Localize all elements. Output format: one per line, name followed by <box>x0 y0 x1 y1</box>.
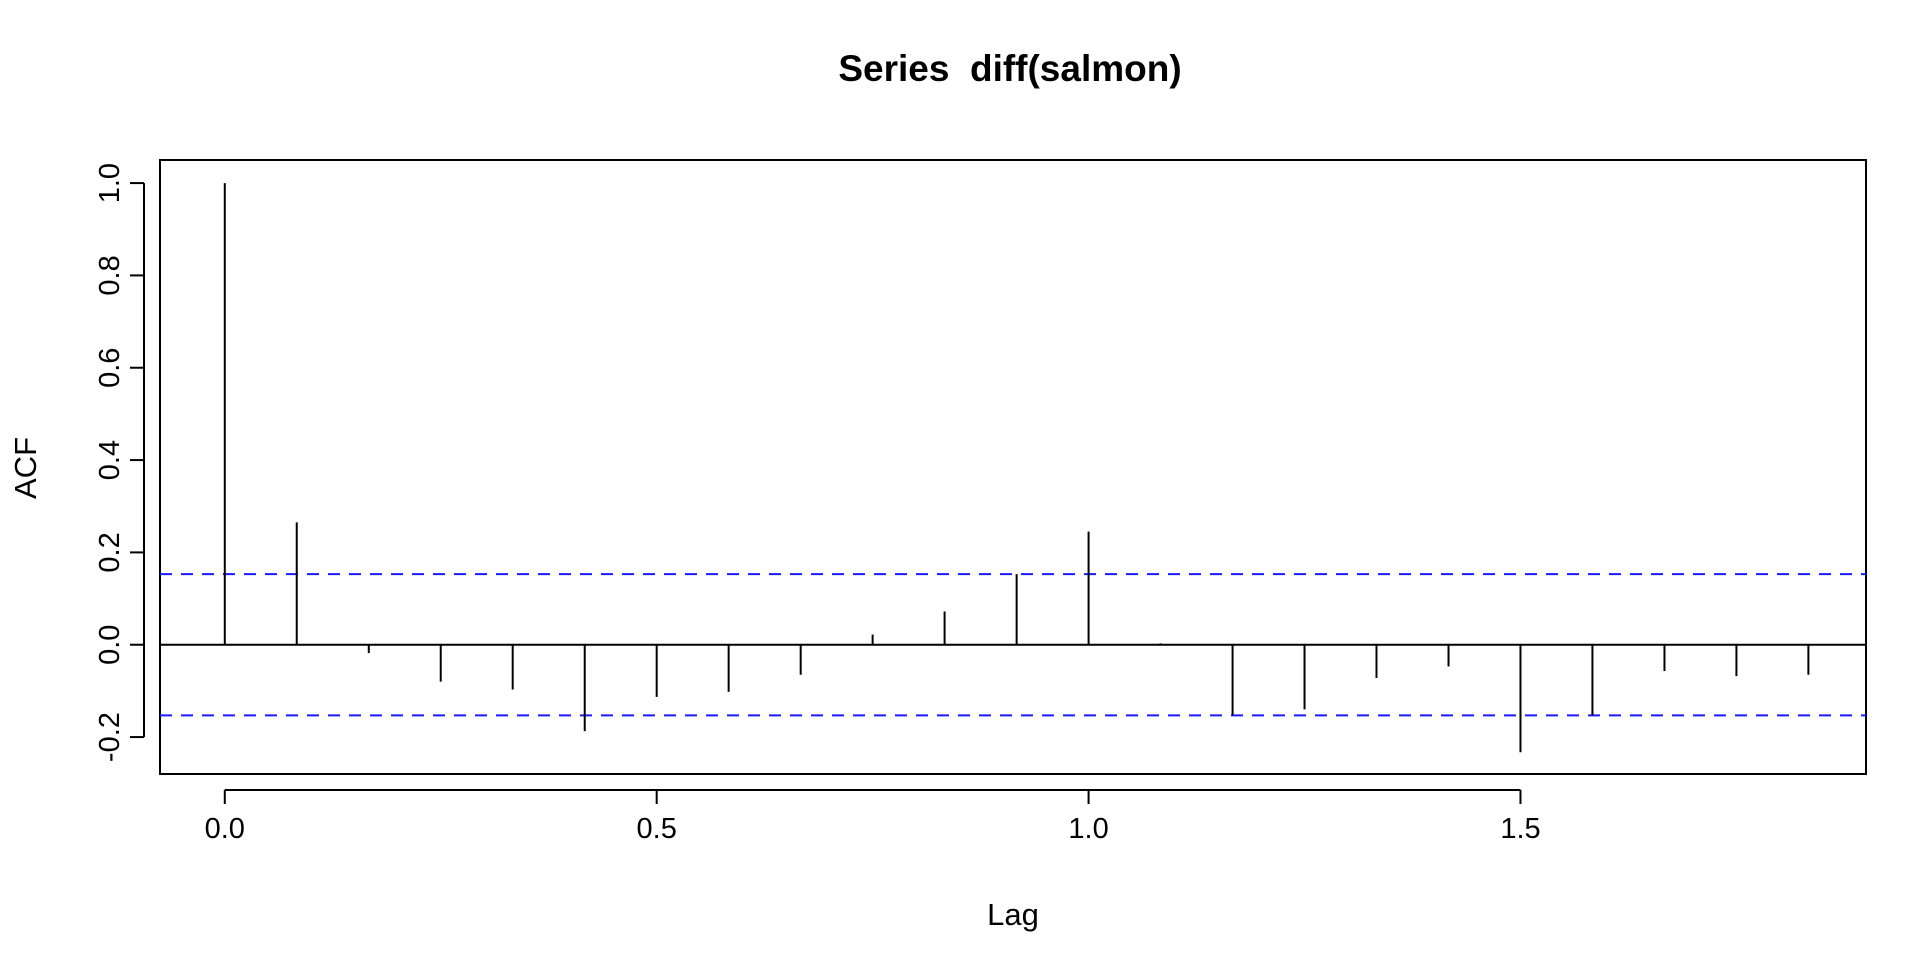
x-tick-label: 0.0 <box>205 813 245 845</box>
acf-spikes <box>223 183 1810 753</box>
y-tick-label: 0.2 <box>94 532 126 572</box>
y-axis-label: ACF <box>8 437 43 499</box>
y-tick-label: 0.8 <box>94 255 126 295</box>
plot-frame <box>159 159 1867 775</box>
x-tick-label: 0.5 <box>637 813 677 845</box>
confidence-bounds <box>160 573 1866 717</box>
x-tick-label: 1.5 <box>1500 813 1540 845</box>
y-tick-label: 0.0 <box>94 625 126 665</box>
y-tick-label: 0.4 <box>94 440 126 480</box>
y-tick-label: 1.0 <box>94 163 126 203</box>
axes: 0.0 0.5 1.0 1.5 -0.2 0.0 0.2 0.4 0.6 0.8 1.0 <box>94 163 1541 845</box>
x-axis-label: Lag <box>987 897 1039 932</box>
chart-title: Series diff(salmon) <box>838 48 1181 89</box>
y-tick-label: -0.2 <box>94 712 126 762</box>
x-tick-label: 1.0 <box>1068 813 1108 845</box>
y-tick-label: 0.6 <box>94 348 126 388</box>
